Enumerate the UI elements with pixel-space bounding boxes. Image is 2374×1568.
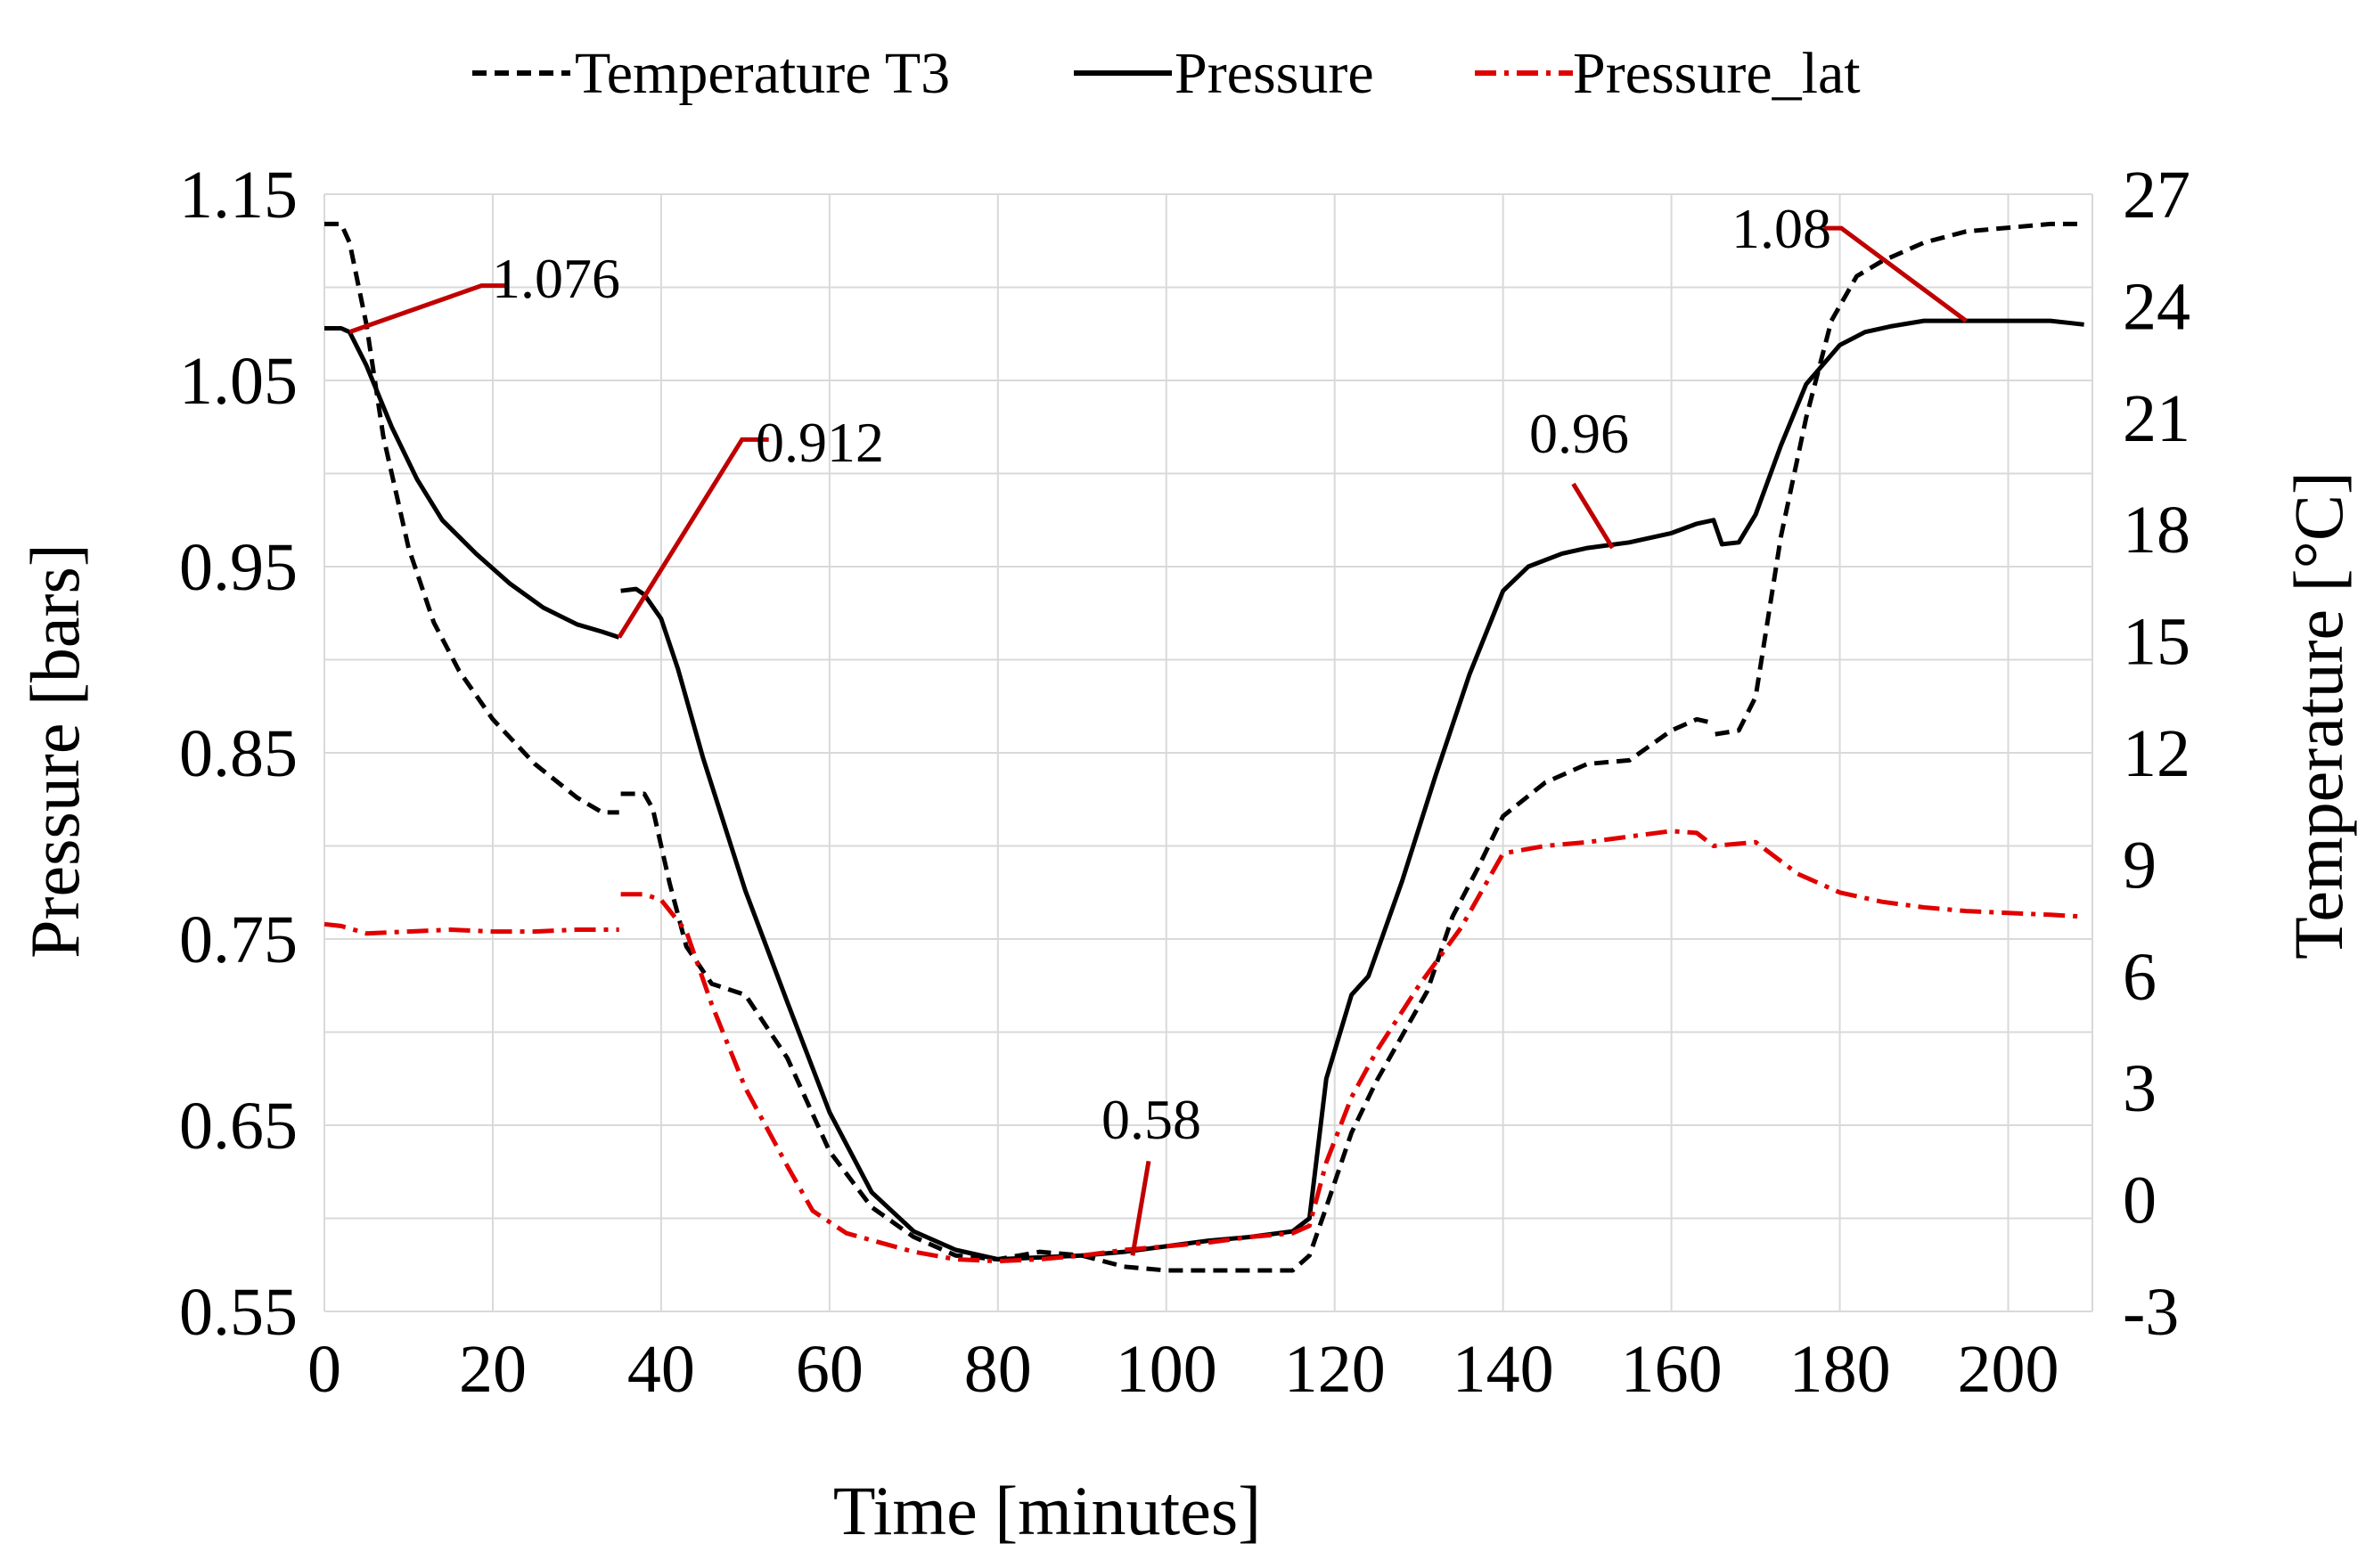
y-right-axis-title: Temperature [°C] xyxy=(2280,471,2357,960)
x-tick-label: 160 xyxy=(1621,1332,1723,1407)
y-left-tick-label: 0.85 xyxy=(179,716,298,791)
annotation-label: 1.076 xyxy=(492,247,620,310)
y-left-tick-label: 1.05 xyxy=(179,344,298,419)
annotation-label: 0.912 xyxy=(756,411,884,474)
y-left-tick-labels: 0.55 0.65 0.75 0.85 0.95 1.05 1.15 xyxy=(179,158,298,1350)
y-left-tick-label: 0.55 xyxy=(179,1275,298,1350)
x-tick-label: 80 xyxy=(964,1332,1032,1407)
legend: Temperature T3 Pressure Pressure_lat xyxy=(472,41,1861,106)
y-left-tick-label: 0.95 xyxy=(179,530,298,605)
annotation-label: 1.08 xyxy=(1731,197,1831,260)
x-tick-labels: 0 20 40 60 80 100 120 140 160 180 200 xyxy=(307,1332,2059,1407)
annotation-leader-line xyxy=(1130,1160,1151,1256)
series xyxy=(323,221,2084,1273)
annotations: 1.076 0.912 0.58 0.96 1.08 xyxy=(348,197,1968,1256)
y-right-tick-labels: -3 0 3 6 9 12 15 18 21 24 27 xyxy=(2123,158,2190,1350)
series-line-pressure xyxy=(324,318,2084,1262)
y-left-tick-label: 0.65 xyxy=(179,1089,298,1164)
x-tick-label: 200 xyxy=(1958,1332,2059,1407)
x-tick-label: 40 xyxy=(627,1332,695,1407)
x-axis-title: Time [minutes] xyxy=(833,1472,1261,1549)
annotation-leader-line xyxy=(1823,225,1968,323)
legend-label-pressure: Pressure xyxy=(1175,41,1374,106)
x-tick-label: 60 xyxy=(796,1332,864,1407)
y-right-tick-label: 15 xyxy=(2123,605,2190,680)
y-right-tick-label: 0 xyxy=(2123,1164,2157,1238)
legend-label-pressure-lat: Pressure_lat xyxy=(1573,41,1861,106)
y-right-tick-label: 6 xyxy=(2123,940,2157,1015)
y-left-tick-label: 1.15 xyxy=(179,158,298,233)
x-tick-label: 140 xyxy=(1453,1332,1554,1407)
annotation-leader-line xyxy=(1571,482,1615,550)
y-right-tick-label: 18 xyxy=(2123,493,2190,568)
x-tick-label: 0 xyxy=(307,1332,341,1407)
y-right-tick-label: -3 xyxy=(2123,1275,2179,1350)
x-tick-label: 120 xyxy=(1284,1332,1386,1407)
series-line-temperature-t3 xyxy=(324,221,2084,1273)
y-right-tick-label: 9 xyxy=(2123,828,2157,902)
x-tick-label: 20 xyxy=(459,1332,527,1407)
y-right-tick-label: 21 xyxy=(2123,381,2190,456)
annotation-leader-line xyxy=(348,283,509,335)
y-right-tick-label: 24 xyxy=(2123,269,2190,344)
annotation-leader-line xyxy=(617,437,769,639)
series-line-pressure-lat xyxy=(323,829,2084,1264)
y-left-tick-label: 0.75 xyxy=(179,902,298,977)
y-right-tick-label: 27 xyxy=(2123,158,2190,233)
y-right-tick-label: 12 xyxy=(2123,716,2190,791)
annotation-label: 0.58 xyxy=(1101,1088,1201,1151)
annotation-label: 0.96 xyxy=(1529,402,1629,465)
x-tick-label: 180 xyxy=(1789,1332,1891,1407)
y-right-tick-label: 3 xyxy=(2123,1051,2157,1126)
x-tick-label: 100 xyxy=(1116,1332,1217,1407)
legend-label-temperature-t3: Temperature T3 xyxy=(575,41,950,106)
y-left-axis-title: Pressure [bars] xyxy=(16,543,94,959)
